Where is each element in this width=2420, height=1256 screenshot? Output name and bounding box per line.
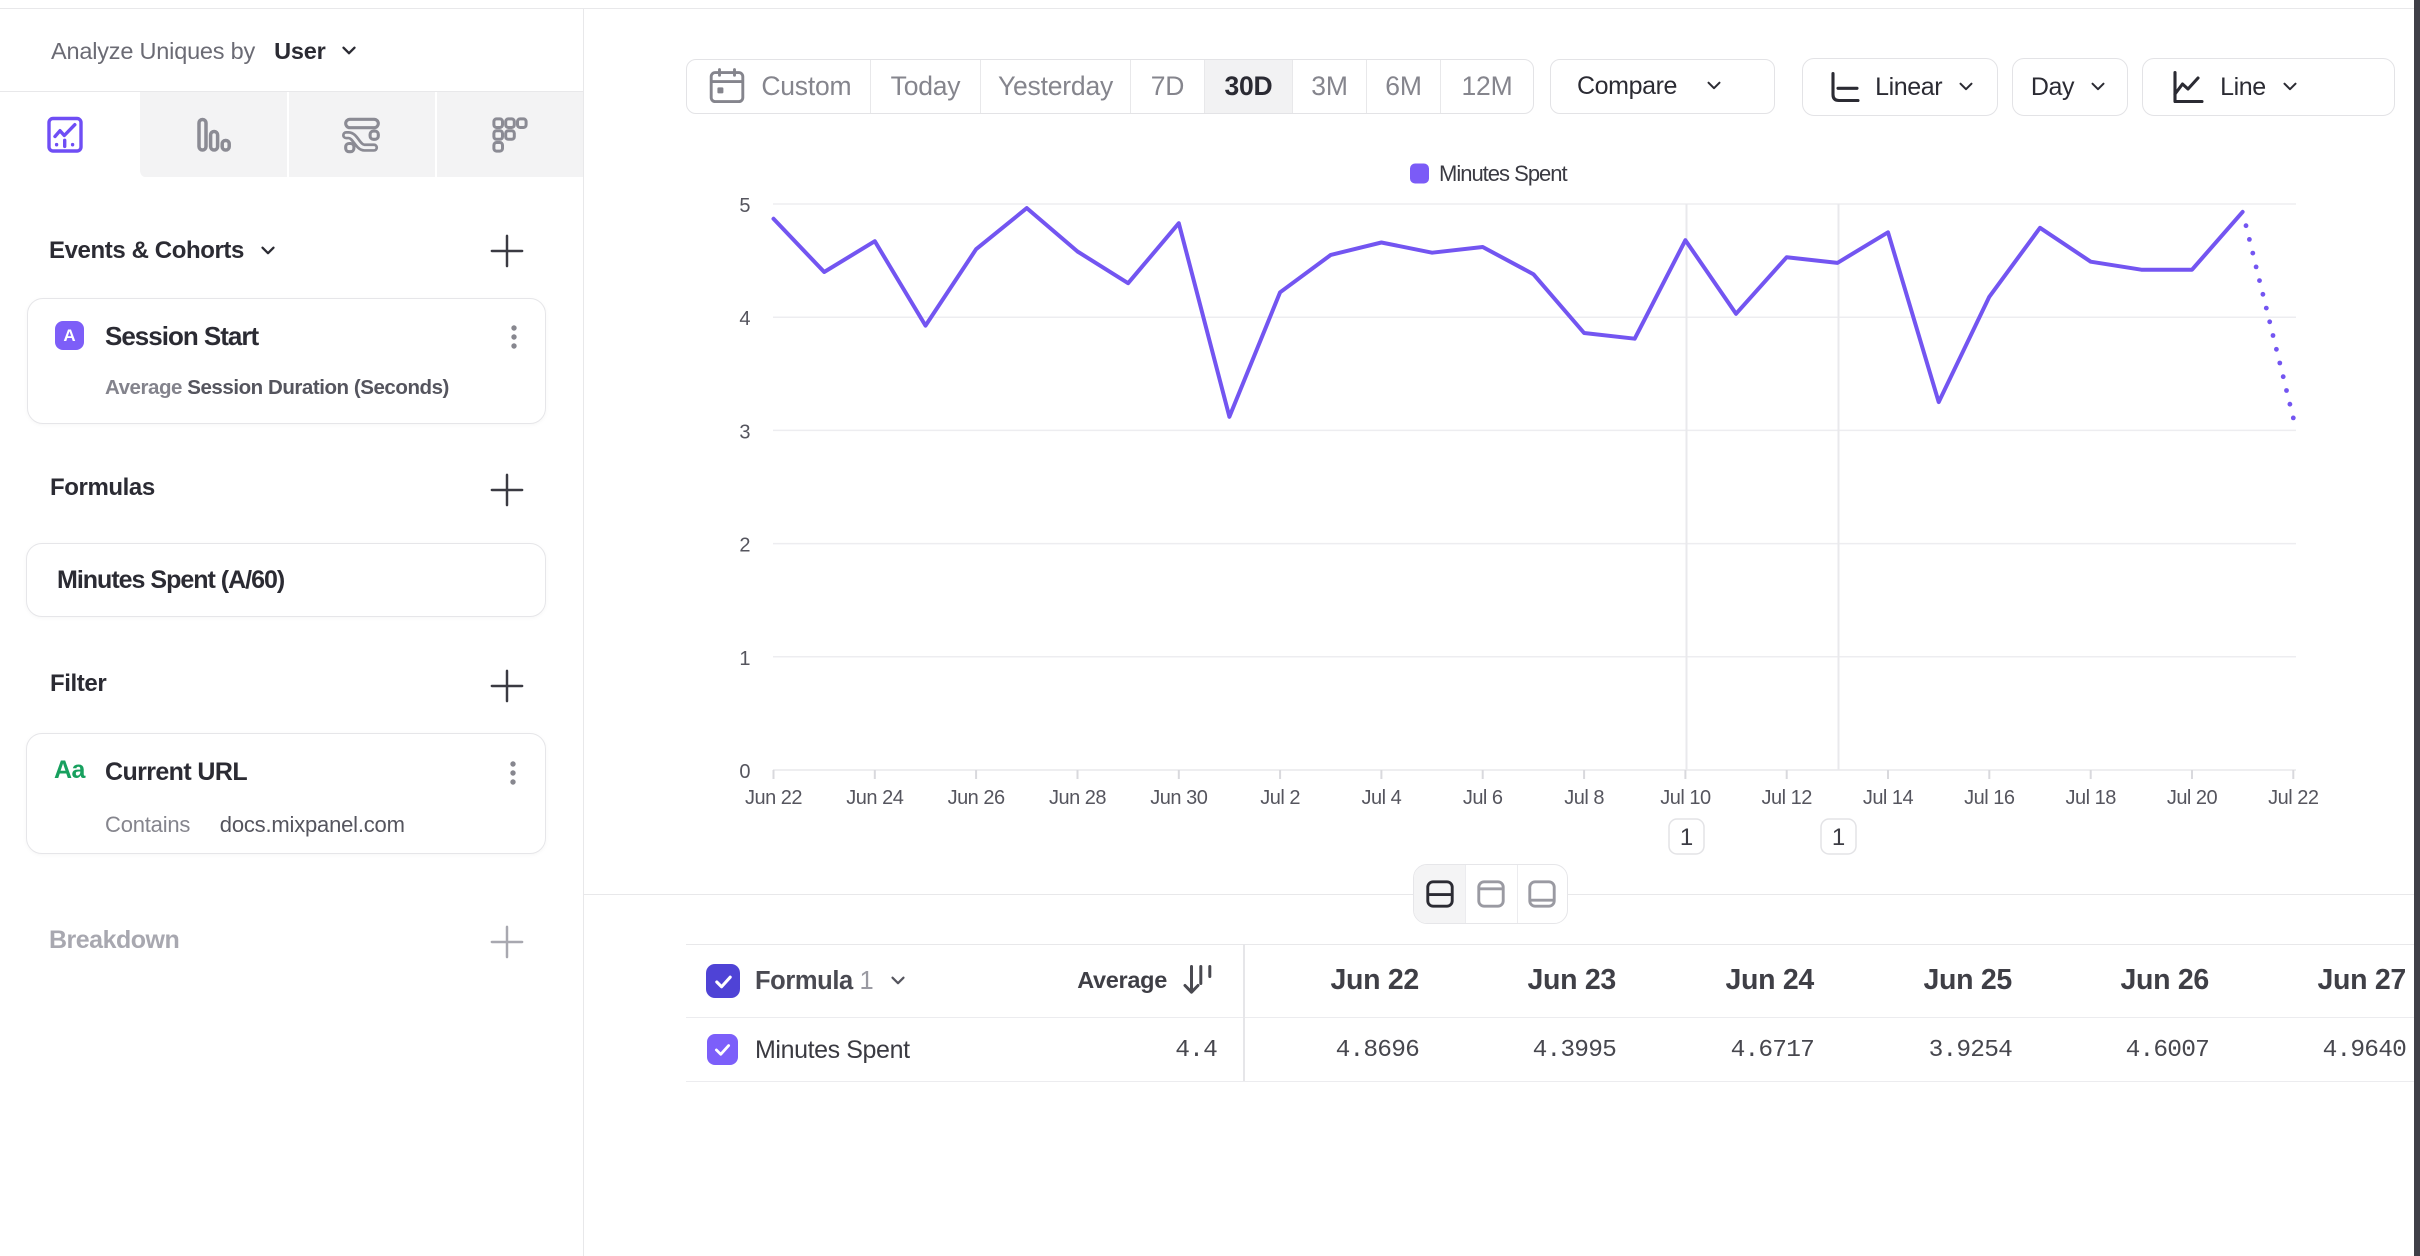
svg-text:Jul 14: Jul 14 [1863, 787, 1914, 809]
svg-text:Jun 28: Jun 28 [1049, 787, 1106, 809]
svg-text:Jun 22: Jun 22 [745, 787, 802, 809]
svg-text:Minutes Spent: Minutes Spent [1439, 161, 1568, 186]
svg-text:Jul 20: Jul 20 [2167, 787, 2218, 809]
svg-text:5: 5 [739, 195, 750, 217]
svg-text:Jul 6: Jul 6 [1463, 787, 1503, 809]
svg-text:Jul 8: Jul 8 [1564, 787, 1604, 809]
svg-text:3: 3 [739, 421, 750, 443]
svg-text:Jul 18: Jul 18 [2066, 787, 2117, 809]
svg-text:1: 1 [1680, 824, 1693, 851]
svg-text:Jul 4: Jul 4 [1362, 787, 1402, 809]
svg-text:Jul 2: Jul 2 [1260, 787, 1300, 809]
svg-text:4: 4 [739, 308, 750, 330]
svg-text:Jul 12: Jul 12 [1762, 787, 1813, 809]
svg-text:Jul 10: Jul 10 [1660, 787, 1711, 809]
svg-text:Jul 16: Jul 16 [1964, 787, 2015, 809]
svg-text:1: 1 [1832, 824, 1845, 851]
svg-text:Jul 22: Jul 22 [2268, 787, 2319, 809]
svg-text:0: 0 [739, 761, 750, 783]
svg-text:Jun 24: Jun 24 [846, 787, 903, 809]
svg-text:Jun 26: Jun 26 [948, 787, 1005, 809]
svg-text:2: 2 [739, 535, 750, 557]
svg-text:1: 1 [739, 648, 750, 670]
svg-text:Jun 30: Jun 30 [1150, 787, 1207, 809]
